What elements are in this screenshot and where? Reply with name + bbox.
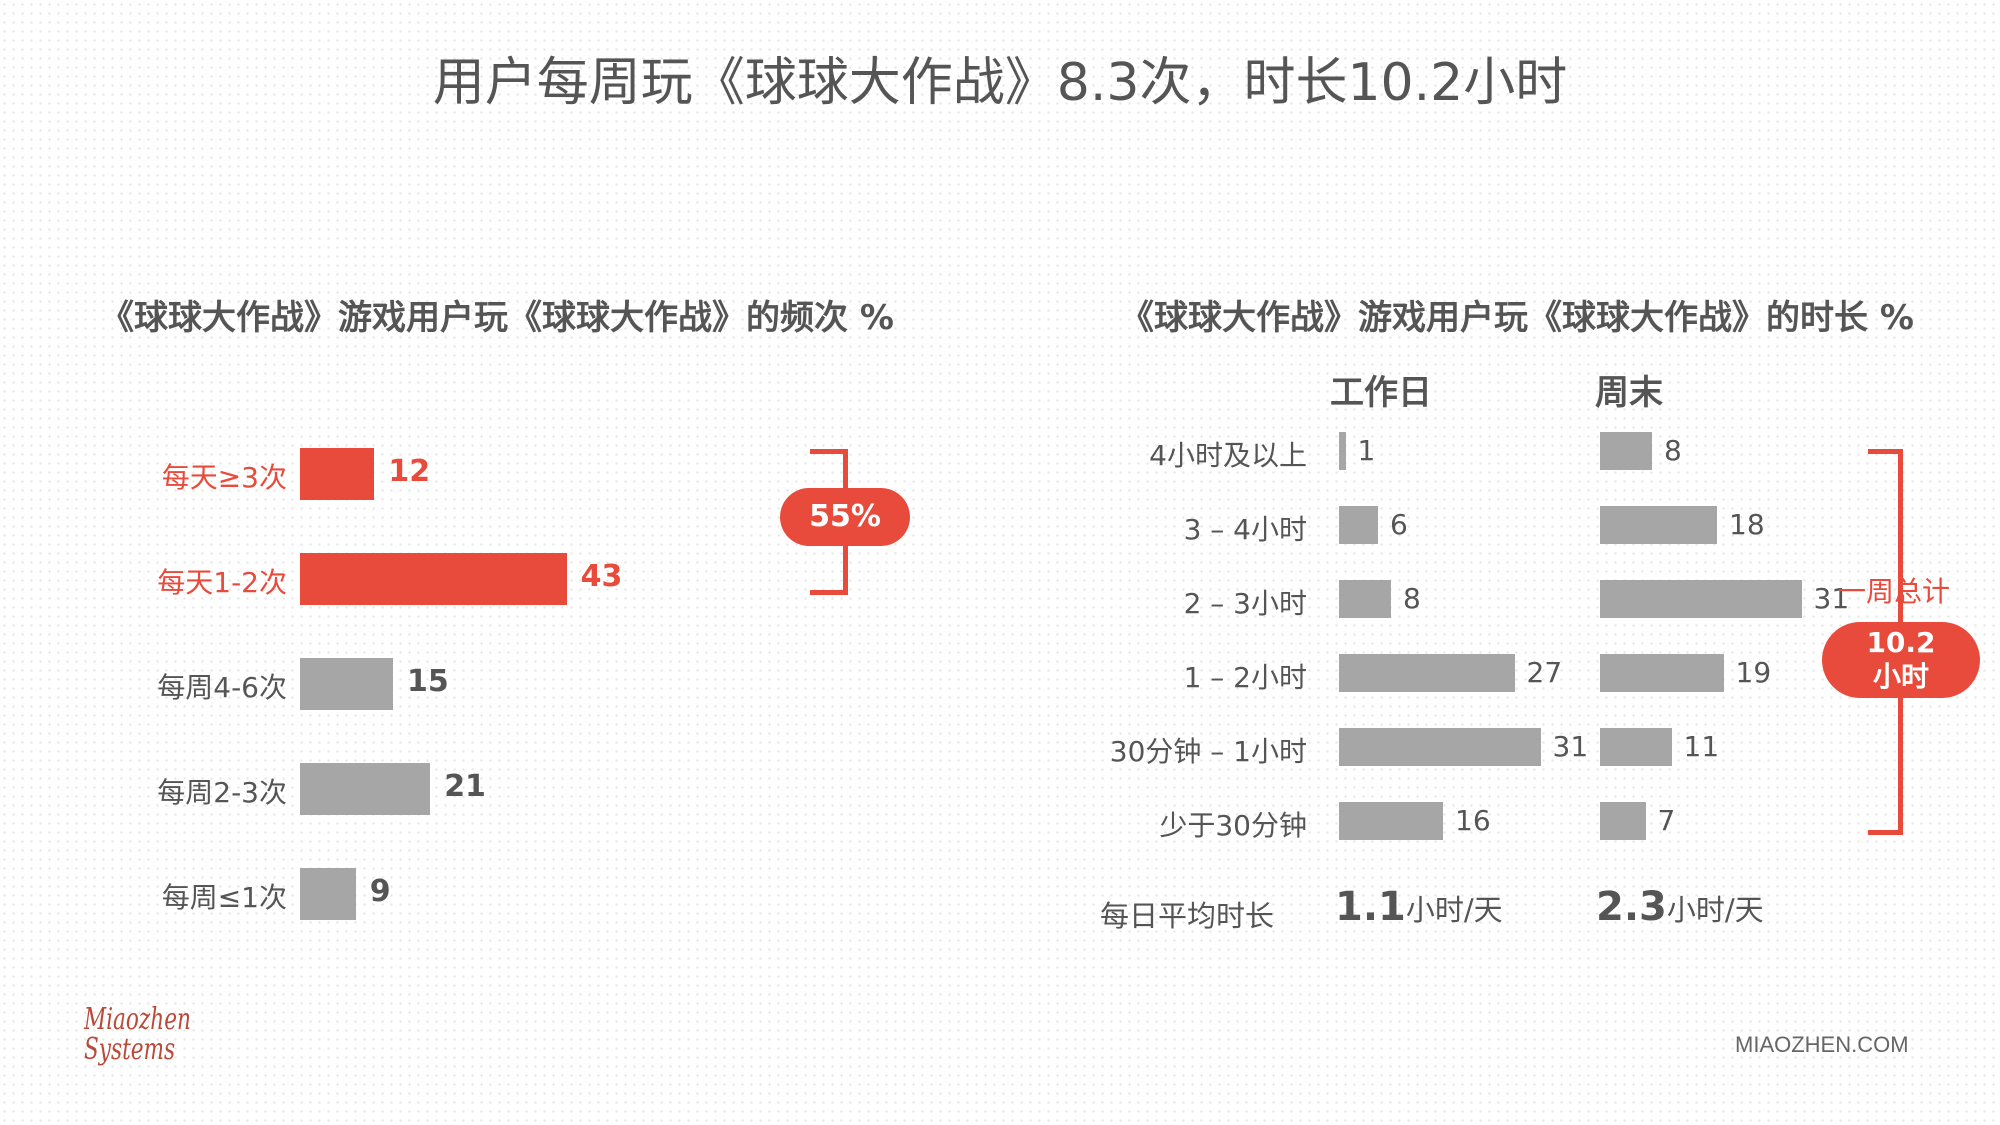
logo-line-2: Systems — [84, 1032, 176, 1067]
duration-bar — [1339, 654, 1515, 692]
frequency-bar — [300, 868, 356, 920]
duration-value-label: 31 — [1813, 582, 1850, 615]
top-two-share-badge: 55% — [780, 488, 910, 546]
weekday-column-header: 工作日 — [1330, 373, 1432, 413]
logo-line-1: Miaozhen — [84, 1002, 191, 1037]
frequency-value-label: 21 — [444, 769, 486, 804]
duration-category-label: 3 – 4小时 — [1183, 513, 1307, 546]
weekend-average: 2.3小时/天 — [1596, 884, 1764, 930]
duration-bar — [1339, 802, 1443, 840]
frequency-value-label: 9 — [369, 874, 391, 909]
frequency-category-label: 每天1-2次 — [157, 566, 287, 599]
duration-bar — [1600, 802, 1646, 840]
duration-bar — [1339, 506, 1378, 544]
frequency-bar — [300, 448, 375, 500]
duration-value-label: 8 — [1664, 434, 1682, 467]
weekday-average-unit: 小时/天 — [1405, 893, 1503, 927]
weekend-average-unit: 小时/天 — [1666, 893, 1764, 927]
duration-value-label: 11 — [1683, 730, 1720, 763]
duration-bar — [1600, 728, 1672, 766]
duration-bar — [1600, 506, 1717, 544]
duration-value-label: 7 — [1657, 804, 1676, 837]
duration-bar — [1600, 580, 1802, 618]
weekday-average-value: 1.1 — [1335, 884, 1406, 930]
duration-bar — [1339, 580, 1391, 618]
duration-value-label: 27 — [1526, 656, 1563, 689]
duration-value-label: 8 — [1403, 582, 1421, 615]
frequency-value-label: 12 — [388, 454, 431, 489]
weekend-average-value: 2.3 — [1596, 884, 1667, 930]
duration-category-label: 1 – 2小时 — [1183, 661, 1307, 694]
frequency-category-label: 每天≥3次 — [161, 461, 287, 494]
frequency-bar — [300, 553, 567, 605]
duration-bar — [1600, 432, 1652, 470]
weekly-total-unit: 小时 — [1872, 660, 1929, 693]
duration-value-label: 18 — [1729, 508, 1765, 541]
duration-value-label: 19 — [1735, 656, 1772, 689]
frequency-category-label: 每周≤1次 — [161, 881, 287, 914]
weekday-average: 1.1小时/天 — [1335, 884, 1503, 930]
duration-category-label: 4小时及以上 — [1149, 439, 1307, 472]
duration-category-label: 少于30分钟 — [1159, 809, 1307, 842]
page-title: 用户每周玩《球球大作战》8.3次，时长10.2小时 — [432, 53, 1568, 113]
frequency-category-label: 每周4-6次 — [157, 671, 287, 704]
frequency-value-label: 15 — [407, 664, 449, 699]
footer-url: MIAOZHEN.COM — [1735, 1032, 1909, 1057]
weekly-total-value: 10.2 — [1866, 626, 1936, 659]
weekly-total-badge: 10.2 小时 — [1822, 622, 1980, 698]
frequency-bar — [300, 658, 393, 710]
frequency-value-label: 43 — [580, 559, 623, 594]
frequency-bar — [300, 763, 431, 815]
duration-bar — [1339, 432, 1346, 470]
duration-value-label: 6 — [1390, 508, 1408, 541]
frequency-category-label: 每周2-3次 — [157, 776, 287, 809]
weekly-total-label: 一周总计 — [1838, 575, 1951, 608]
duration-value-label: 31 — [1552, 730, 1589, 763]
duration-value-label: 1 — [1357, 434, 1376, 467]
duration-bar — [1600, 654, 1724, 692]
duration-category-label: 2 – 3小时 — [1183, 587, 1307, 620]
frequency-chart-title: 《球球大作战》游戏用户玩《球球大作战》的频次 % — [100, 298, 894, 338]
duration-category-label: 30分钟 – 1小时 — [1109, 735, 1307, 768]
weekend-column-header: 周末 — [1595, 373, 1663, 413]
company-logo: Miaozhen Systems — [84, 1005, 191, 1065]
duration-bar — [1339, 728, 1541, 766]
duration-value-label: 16 — [1455, 804, 1491, 837]
daily-average-label: 每日平均时长 — [1100, 899, 1275, 933]
duration-chart-title: 《球球大作战》游戏用户玩《球球大作战》的时长 % — [1120, 298, 1914, 338]
